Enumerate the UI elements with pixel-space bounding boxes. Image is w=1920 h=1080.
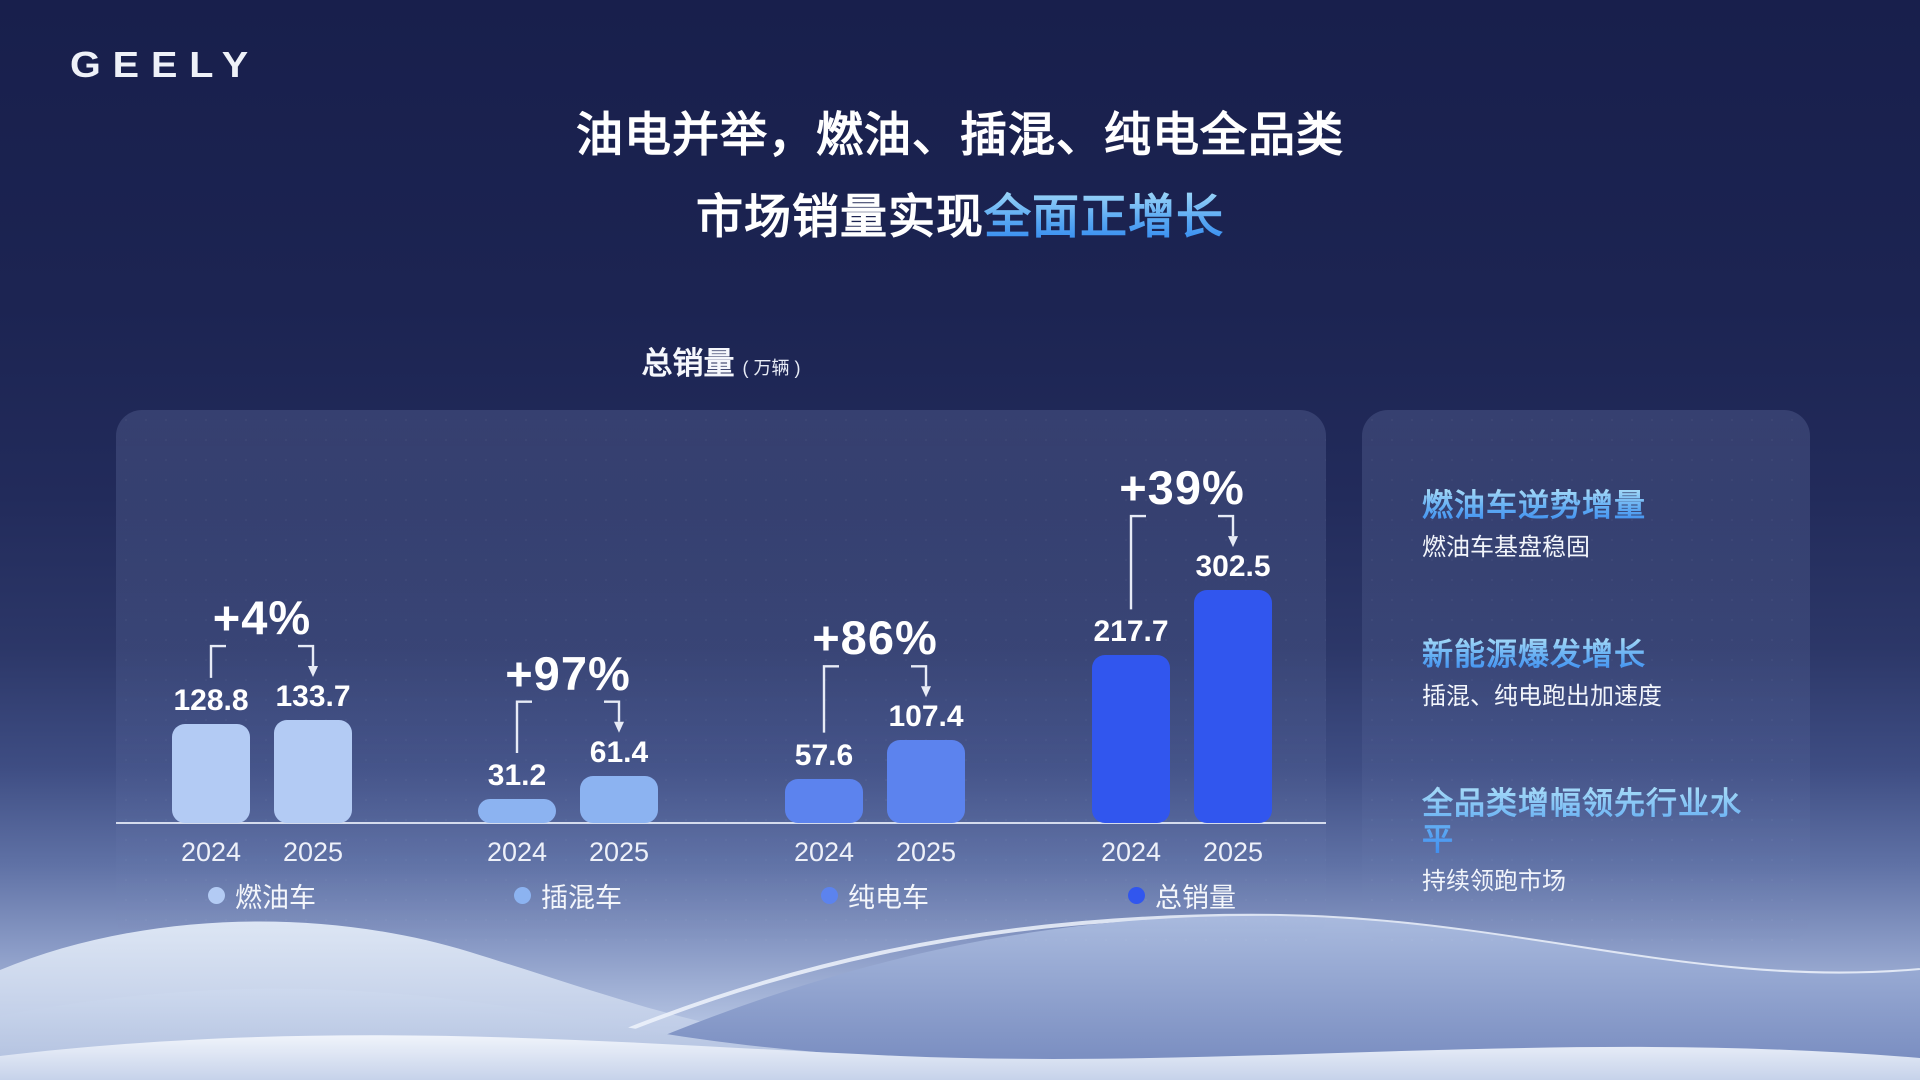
dune-foreground [0,1035,1920,1080]
insight-subtext: 插混、纯电跑出加速度 [1422,683,1662,710]
insight-block: 燃油车逆势增量 燃油车基盘稳固 [1422,488,1770,563]
x-axis-line [116,822,1326,824]
dune-right-hill-ridge [559,913,1920,1060]
title-line-2: 市场销量实现全面正增长 [0,176,1920,258]
bar-value-label: 61.4 [589,735,649,769]
year-axis-label: 2024 [1100,837,1162,867]
legend-dot [821,887,838,904]
legend-item-插混车: 插混车 [514,876,622,915]
bar-value-label: 107.4 [888,700,964,734]
growth-bracket [921,686,931,698]
growth-pct-label: +4% [212,591,312,645]
page-title: 油电并举，燃油、插混、纯电全品类 市场销量实现全面正增长 [0,94,1920,258]
insight-heading: 新能源爆发增长 [1422,637,1770,673]
dune-right-hill [560,915,1920,1080]
growth-bracket [822,665,839,733]
chart-title-text: 总销量 [641,346,735,381]
insight-subtext: 持续领跑市场 [1422,868,1566,895]
legend-label: 燃油车 [235,883,316,913]
growth-bracket [298,644,315,667]
insight-subtext: 燃油车基盘稳固 [1422,534,1590,561]
growth-bracket [1218,514,1235,537]
bar-value-label: 57.6 [794,738,854,772]
growth-bracket [1129,514,1146,610]
growth-bracket [614,721,624,733]
legend-item-燃油车: 燃油车 [208,876,316,915]
growth-pct-label: +39% [1119,461,1245,515]
year-axis-label: 2025 [588,837,650,867]
title-line-1: 油电并举，燃油、插混、纯电全品类 [576,108,1344,161]
growth-bracket [515,700,532,753]
chart-bar-纯电车-2024 [785,778,863,823]
year-axis-label: 2024 [180,837,242,867]
bar-value-label: 217.7 [1093,615,1169,649]
growth-pct-label: +97% [505,646,631,700]
insight-heading: 全品类增幅领先行业水平 [1422,786,1770,858]
chart-bar-燃油车-2025 [274,720,352,823]
growth-bracket [308,666,318,678]
growth-bracket [209,644,226,678]
chart-bar-总销量-2025 [1194,590,1272,823]
insight-heading: 燃油车逆势增量 [1422,488,1770,524]
insight-block: 全品类增幅领先行业水平 持续领跑市场 [1422,786,1770,897]
chart-title: 总销量 ( 万辆 ) [116,338,1326,383]
year-axis-label: 2024 [793,837,855,867]
chart-bar-总销量-2024 [1092,655,1170,823]
chart-area: 128.8 2024 133.7 2025 +4% 燃油车 31.2 2024 61.4 2025… [116,410,1326,943]
growth-bracket [1228,536,1238,548]
year-axis-label: 2025 [895,837,957,867]
legend-dot [1128,887,1145,904]
legend-dot [514,887,531,904]
year-axis-label: 2025 [282,837,344,867]
chart-bar-插混车-2024 [478,798,556,823]
title-line-2-prefix: 市场销量实现 [696,190,984,243]
growth-bracket [911,665,928,687]
bar-value-label: 133.7 [275,680,351,714]
bar-value-label: 31.2 [487,758,547,792]
legend-label: 总销量 [1155,883,1236,913]
legend-label: 纯电车 [848,883,929,913]
bar-value-label: 128.8 [173,683,249,717]
legend-label: 插混车 [541,883,622,913]
insight-block: 新能源爆发增长 插混、纯电跑出加速度 [1422,637,1770,712]
geely-logo: GEELY [70,44,261,85]
dunes-background [0,913,1920,1080]
year-axis-label: 2024 [486,837,548,867]
chart-bar-燃油车-2024 [172,723,250,823]
legend-dot [208,887,225,904]
bar-value-label: 302.5 [1195,550,1271,584]
growth-bracket [604,700,621,722]
legend-item-总销量: 总销量 [1128,876,1236,915]
chart-title-unit: ( 万辆 ) [742,358,801,378]
chart-bar-纯电车-2025 [887,740,965,823]
insights-panel: 燃油车逆势增量 燃油车基盘稳固 新能源爆发增长 插混、纯电跑出加速度 全品类增幅… [1362,410,1810,943]
legend-item-纯电车: 纯电车 [821,876,929,915]
chart-bar-插混车-2025 [580,775,658,823]
year-axis-label: 2025 [1202,837,1264,867]
title-line-2-highlight: 全面正增长 [984,190,1224,243]
growth-brackets [209,514,1238,753]
growth-pct-label: +86% [812,611,938,665]
